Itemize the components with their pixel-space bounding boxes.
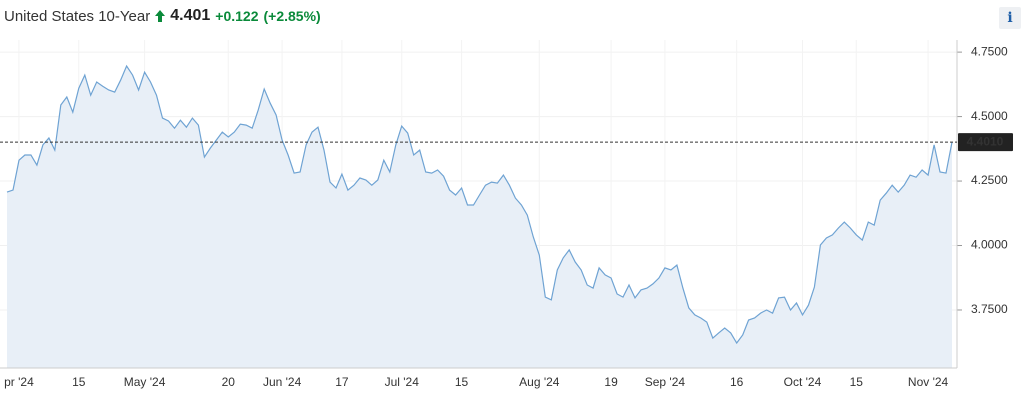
x-tick-label: Sep '24 xyxy=(645,375,686,389)
price-change: +0.122 xyxy=(215,8,259,24)
x-tick-label: Jul '24 xyxy=(385,375,420,389)
x-tick-label: 15 xyxy=(455,375,469,389)
y-tick-label: 4.2500 xyxy=(971,173,1008,187)
quote-header: United States 10-Year 4.401 +0.122 (+2.8… xyxy=(4,5,321,27)
up-arrow xyxy=(155,10,166,22)
x-tick-label: Nov '24 xyxy=(908,375,949,389)
x-tick-label: Oct '24 xyxy=(784,375,822,389)
x-tick-label: May '24 xyxy=(124,375,166,389)
x-tick-label: pr '24 xyxy=(4,375,34,389)
info-button[interactable]: i xyxy=(999,7,1021,29)
x-tick-label: 20 xyxy=(222,375,236,389)
y-tick-label: 3.7500 xyxy=(971,302,1008,316)
x-tick-label: Jun '24 xyxy=(263,375,302,389)
last-price: 4.401 xyxy=(170,7,211,24)
x-tick-label: 19 xyxy=(604,375,618,389)
x-tick-label: 15 xyxy=(72,375,86,389)
y-tick-label: 4.0000 xyxy=(971,238,1008,252)
x-tick-label: Aug '24 xyxy=(519,375,560,389)
y-tick-label: 4.7500 xyxy=(971,44,1008,58)
x-tick-label: 15 xyxy=(850,375,864,389)
y-tick-label: 4.5000 xyxy=(971,109,1008,123)
percent-change: (+2.85%) xyxy=(263,8,321,24)
last-price-label: 4.4010 xyxy=(967,134,1004,148)
area xyxy=(7,66,952,368)
x-tick-label: 16 xyxy=(730,375,744,389)
line xyxy=(6,64,953,345)
instrument-title: United States 10-Year xyxy=(4,7,151,25)
last-price-badge xyxy=(958,133,1013,152)
x-tick-label: 17 xyxy=(335,375,349,389)
